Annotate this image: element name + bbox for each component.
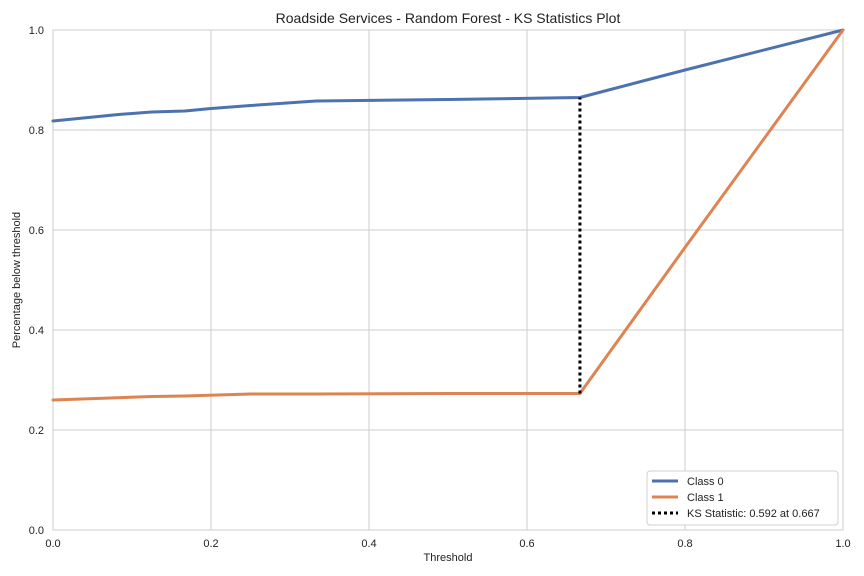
x-tick-label: 0.0: [45, 538, 60, 550]
x-tick-label: 0.4: [361, 538, 376, 550]
y-tick-label: 0.8: [29, 125, 44, 137]
y-axis-label: Percentage below threshold: [11, 212, 23, 348]
legend-box: [646, 470, 839, 526]
y-tick-label: 1.0: [29, 25, 44, 37]
series-line-class-0: [51, 28, 845, 123]
legend-label: Class 0: [687, 476, 724, 488]
x-axis-ticks: 0.0 0.2 0.4 0.6 0.8 1.0: [45, 538, 850, 550]
series-layer: [51, 28, 845, 402]
x-tick-label: 0.8: [677, 538, 692, 550]
x-tick-label: 0.2: [203, 538, 218, 550]
chart-title: Roadside Services - Random Forest - KS S…: [276, 10, 621, 26]
y-axis-ticks: 0.0 0.2 0.4 0.6 0.8 1.0: [29, 25, 44, 537]
legend: Class 0 Class 1 KS Statistic: 0.592 at 0.6…: [646, 470, 839, 526]
series-line-class-1: [51, 28, 845, 402]
legend-label: Class 1: [687, 492, 724, 504]
x-axis-label: Threshold: [424, 552, 473, 564]
y-tick-label: 0.6: [29, 225, 44, 237]
legend-label: KS Statistic: 0.592 at 0.667: [687, 508, 820, 520]
y-tick-label: 0.2: [29, 425, 44, 437]
grid: [52, 29, 844, 531]
plot-frame: [52, 29, 844, 531]
y-tick-label: 0.0: [29, 525, 44, 537]
y-tick-label: 0.4: [29, 325, 44, 337]
x-tick-label: 1.0: [835, 538, 850, 550]
x-tick-label: 0.6: [519, 538, 534, 550]
